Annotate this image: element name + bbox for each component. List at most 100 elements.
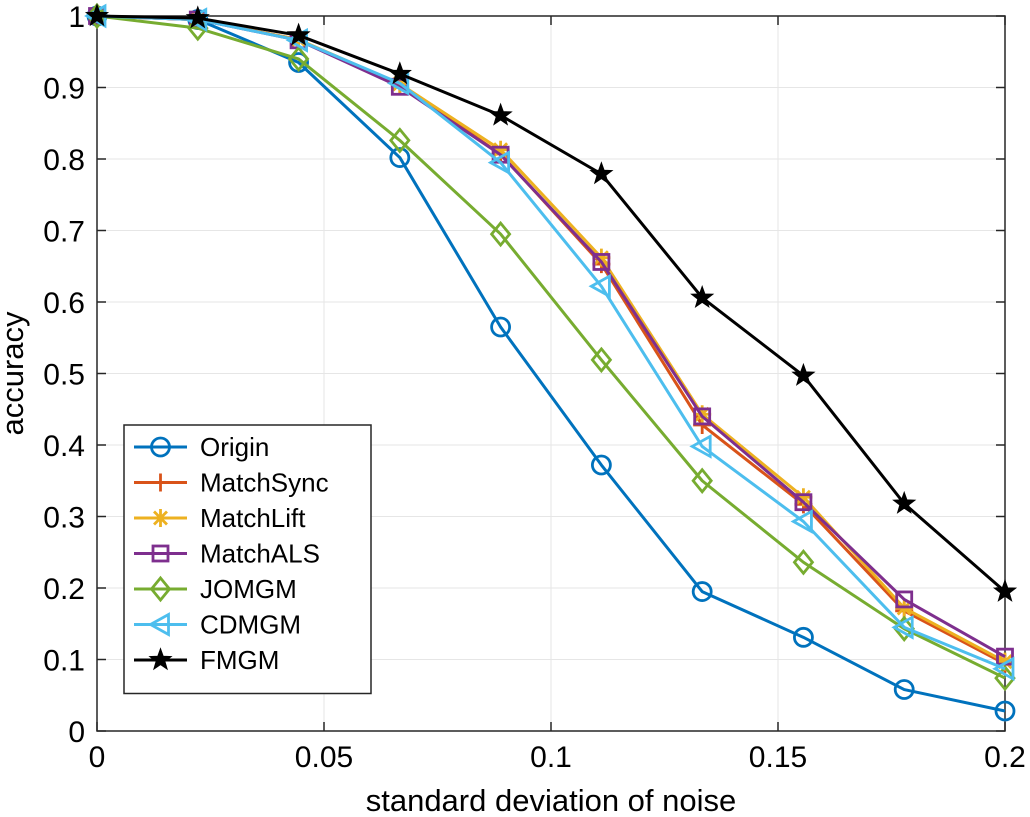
data-point-origin — [389, 147, 411, 168]
data-point-origin-shape — [490, 316, 512, 338]
y-tick-label: 0.7 — [43, 216, 85, 249]
data-point-origin-shape — [590, 454, 612, 476]
legend-label: FMGM — [200, 645, 279, 675]
data-point-matchlift — [794, 488, 813, 507]
legend-marker — [151, 509, 170, 527]
legend-item-cdmgm: CDMGM — [134, 610, 301, 640]
data-point-fmgm — [387, 61, 412, 85]
data-point-origin — [590, 454, 612, 476]
data-point-jomgm-shape — [590, 346, 613, 374]
data-point-cdmgm — [689, 434, 712, 459]
legend-box — [123, 424, 372, 695]
data-point-fmgm-shape — [892, 490, 917, 514]
data-point-origin-shape — [389, 147, 411, 168]
data-point-jomgm-shape — [489, 220, 512, 248]
y-tick-label: 0.5 — [43, 359, 85, 392]
data-point-fmgm-shape — [690, 284, 715, 308]
data-point-jomgm-shape — [994, 664, 1016, 692]
data-point-fmgm-shape — [387, 61, 412, 85]
data-point-jomgm-shape — [389, 127, 411, 154]
series-line-jomgm — [96, 14, 1006, 680]
axes — [96, 15, 1006, 732]
series-line-origin — [96, 14, 1006, 713]
data-point-cdmgm — [891, 614, 914, 640]
data-point-matchlift — [491, 140, 510, 159]
y-tick-label: 0.8 — [43, 144, 85, 177]
data-point-jomgm — [489, 220, 512, 248]
data-point-jomgm-shape — [287, 45, 310, 73]
data-point-fmgm — [589, 161, 614, 185]
series-line-cdmgm — [96, 14, 1006, 671]
data-point-cdmgm-shape — [891, 614, 914, 640]
legend-label: MatchSync — [200, 468, 329, 498]
series-lines — [84, 2, 1018, 722]
data-point-jomgm-shape — [691, 467, 713, 494]
data-point-jomgm — [792, 549, 815, 576]
data-point-matchals-shape — [794, 493, 813, 512]
data-point-fmgm — [84, 3, 110, 27]
series-line-fmgm — [96, 14, 1006, 593]
data-point-matchals-shape — [592, 253, 611, 271]
series-fmgm — [84, 3, 1018, 602]
legend-marker-shape — [151, 473, 170, 492]
legend-label: JOMGM — [200, 574, 297, 604]
data-point-matchlift — [592, 248, 611, 267]
legend-item-fmgm: FMGM — [134, 645, 279, 675]
y-tick-label: 0.4 — [43, 430, 85, 463]
legend-marker — [151, 544, 170, 563]
data-point-fmgm — [488, 102, 513, 126]
y-tick-label: 0.9 — [43, 73, 85, 106]
legend-label: MatchALS — [200, 539, 320, 569]
data-point-fmgm-shape — [286, 22, 311, 46]
tick-labels: 0 0.05 0.1 0.15 0.2 0 0.1 0.2 0.3 0.4 0.5 0.6 0.7 0.8… — [43, 1, 1026, 774]
x-tick-label: 0 — [89, 741, 106, 774]
legend-item-matchsync: MatchSync — [134, 468, 329, 498]
data-point-origin — [893, 679, 915, 700]
data-point-cdmgm — [487, 150, 511, 175]
data-point-fmgm-shape — [185, 5, 210, 29]
legend-marker-shape — [150, 436, 171, 458]
data-point-origin-shape — [793, 626, 814, 648]
data-point-cdmgm — [992, 656, 1015, 682]
legend: Origin MatchSync MatchLift MatchALS JOMGM CDM… — [123, 424, 372, 695]
data-point-jomgm — [691, 467, 713, 494]
legend-label: Origin — [200, 432, 269, 462]
legend-item-matchals: MatchALS — [134, 539, 320, 569]
data-point-matchals-shape — [895, 590, 914, 609]
legend-marker — [149, 575, 172, 603]
data-point-cdmgm-shape — [588, 273, 611, 299]
data-point-origin-shape — [893, 679, 915, 700]
data-point-cdmgm — [790, 509, 813, 534]
legend-label: MatchLift — [200, 503, 306, 533]
legend-item-matchlift: MatchLift — [134, 503, 306, 533]
data-point-fmgm-shape — [589, 161, 614, 185]
legend-marker — [151, 473, 170, 492]
data-point-jomgm — [590, 346, 613, 374]
y-tick-label: 0.6 — [43, 287, 85, 320]
data-point-cdmgm-shape — [992, 656, 1015, 682]
data-point-fmgm-shape — [992, 578, 1018, 602]
data-point-fmgm-shape — [84, 3, 110, 27]
data-point-matchals — [794, 493, 813, 512]
data-point-fmgm — [992, 578, 1018, 602]
data-point-matchals-shape — [693, 407, 712, 426]
data-point-origin — [793, 626, 814, 648]
legend-marker-shape — [149, 575, 172, 603]
legend-marker — [150, 436, 171, 458]
y-tick-label: 0.1 — [43, 645, 85, 678]
legend-marker — [148, 647, 173, 671]
x-tick-label: 0.2 — [984, 741, 1026, 774]
data-point-cdmgm-shape — [790, 509, 813, 534]
legend-item-origin: Origin — [134, 432, 269, 462]
legend-marker — [147, 612, 170, 637]
data-point-fmgm — [791, 362, 816, 386]
data-point-origin-shape — [994, 700, 1016, 722]
data-point-fmgm — [892, 490, 917, 514]
data-point-matchals — [895, 590, 914, 609]
legend-marker-shape — [151, 509, 170, 527]
legend-marker-shape — [147, 612, 170, 637]
y-tick-label: 0.2 — [43, 573, 85, 606]
x-tick-label: 0.05 — [295, 741, 353, 774]
